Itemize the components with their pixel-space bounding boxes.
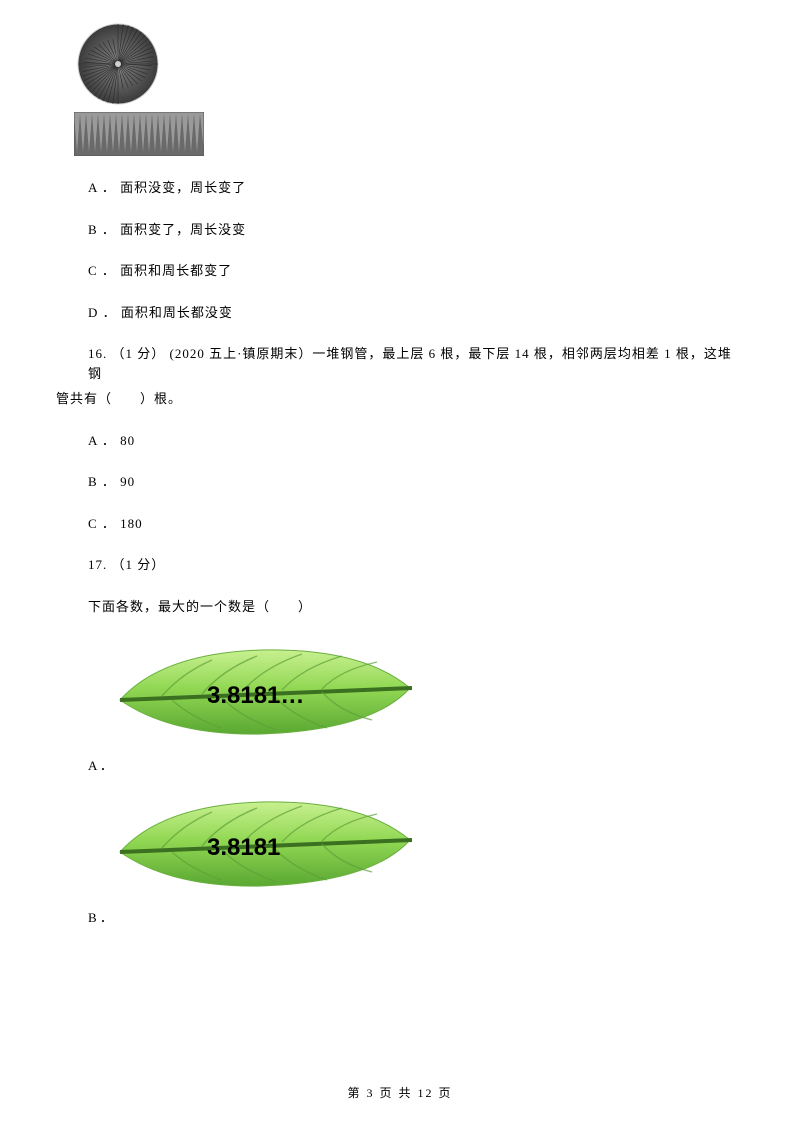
zigzag-figure <box>74 112 204 156</box>
page-footer: 第 3 页 共 12 页 <box>0 1084 800 1102</box>
q17-option-b-label: B ． <box>88 908 744 928</box>
leaf-a-value: 3.8181… <box>207 678 304 714</box>
circle-figure <box>74 20 162 108</box>
q16-prompt-line2: 管共有（ ）根。 <box>56 389 744 409</box>
q16-prompt-line1: 16. （1 分） (2020 五上·镇原期末）一堆钢管，最上层 6 根，最下层… <box>56 344 744 383</box>
q16-option-b: B ． 90 <box>88 472 744 492</box>
q17-option-a-figure: 3.8181… <box>112 638 744 748</box>
q17-prompt: 下面各数，最大的一个数是（ ） <box>88 597 744 617</box>
q17-option-a-label: A ． <box>88 756 744 776</box>
q15-option-b: B ． 面积变了，周长没变 <box>88 220 744 240</box>
question-figures <box>74 20 744 156</box>
q15-option-a: A ． 面积没变，周长变了 <box>88 178 744 198</box>
leaf-b-value: 3.8181 <box>207 830 280 866</box>
q16-option-c: C ． 180 <box>88 514 744 534</box>
q15-option-c: C ． 面积和周长都变了 <box>88 261 744 281</box>
q16-option-a: A ． 80 <box>88 431 744 451</box>
q15-option-d: D ． 面积和周长都没变 <box>88 303 744 323</box>
q17-header: 17. （1 分） <box>88 555 744 575</box>
q17-option-b-figure: 3.8181 <box>112 790 744 900</box>
